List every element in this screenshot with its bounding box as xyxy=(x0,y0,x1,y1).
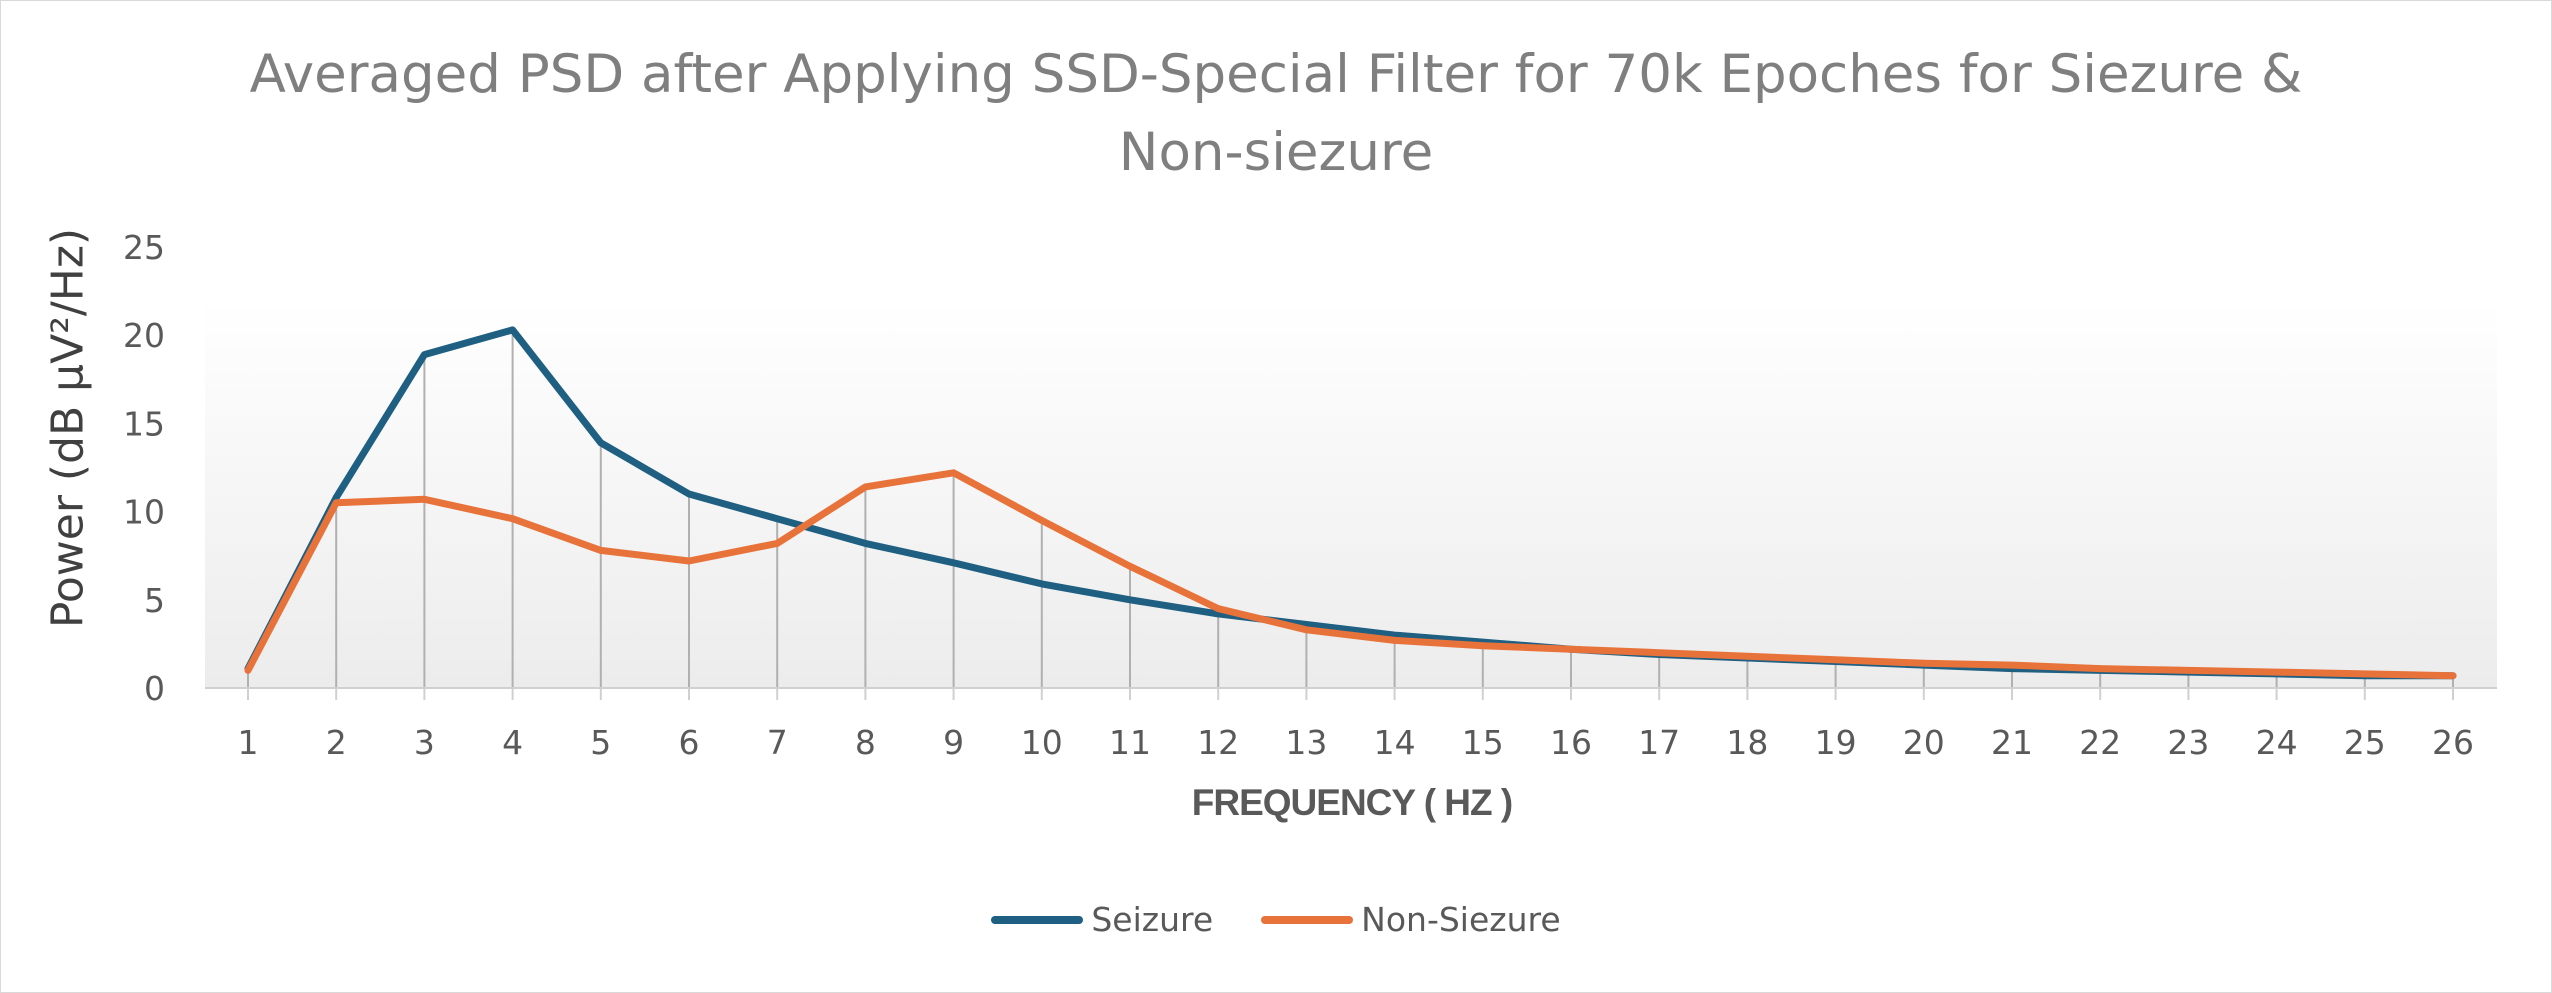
x-tick-label: 3 xyxy=(414,723,435,762)
x-axis-title: FREQUENCY ( HZ ) xyxy=(1191,782,1513,823)
x-tick-label: 11 xyxy=(1109,723,1151,762)
x-tick-label: 26 xyxy=(2432,723,2474,762)
x-tick-label: 18 xyxy=(1726,723,1768,762)
y-tick-label: 0 xyxy=(144,669,165,708)
drop-lines xyxy=(247,329,2454,688)
legend-label-seizure: Seizure xyxy=(1091,900,1214,939)
y-axis-ticks: 0 5 10 15 20 25 xyxy=(123,228,165,708)
legend-item-seizure: Seizure xyxy=(991,900,1213,939)
chart-title-line-2: Non-siezure xyxy=(1118,122,1434,183)
x-tick-label: 9 xyxy=(943,723,964,762)
y-tick-label: 20 xyxy=(123,316,165,355)
y-tick-label: 10 xyxy=(123,493,165,532)
legend-item-non-seizure: Non-Siezure xyxy=(1261,900,1561,939)
chart-title-line-1: Averaged PSD after Applying SSD-Special … xyxy=(249,44,2303,105)
x-tick-label: 7 xyxy=(767,723,788,762)
x-tick-label: 6 xyxy=(679,723,700,762)
x-tick-label: 25 xyxy=(2344,723,2386,762)
x-tick-label: 20 xyxy=(1903,723,1945,762)
x-tick-label: 4 xyxy=(502,723,523,762)
legend-label-non-seizure: Non-Siezure xyxy=(1361,900,1561,939)
x-tick-label: 19 xyxy=(1815,723,1857,762)
x-tick-label: 16 xyxy=(1550,723,1592,762)
x-tick-label: 12 xyxy=(1197,723,1239,762)
x-tick-label: 23 xyxy=(2167,723,2209,762)
x-tick-label: 15 xyxy=(1462,723,1504,762)
legend: Seizure Non-Siezure xyxy=(0,900,2552,939)
series-line-non-seizure xyxy=(244,469,2457,680)
plot-background xyxy=(205,300,2497,688)
legend-swatch-non-seizure xyxy=(1261,915,1354,924)
x-tick-label: 17 xyxy=(1638,723,1680,762)
x-tick-label: 1 xyxy=(238,723,259,762)
y-tick-label: 25 xyxy=(123,228,165,267)
x-tick-label: 22 xyxy=(2079,723,2121,762)
x-tick-label: 13 xyxy=(1285,723,1327,762)
x-axis-ticks: 1 2 3 4 5 6 7 8 9 10 11 12 13 14 15 16 17 18 19 20 21 22 23 24 2… xyxy=(238,688,2474,762)
y-tick-label: 5 xyxy=(144,581,165,620)
chart-title: Averaged PSD after Applying SSD-Special … xyxy=(0,36,2552,192)
x-tick-label: 24 xyxy=(2256,723,2298,762)
x-tick-label: 8 xyxy=(855,723,876,762)
legend-swatch-seizure xyxy=(991,915,1084,924)
x-tick-label: 5 xyxy=(590,723,611,762)
series-lines xyxy=(244,326,2457,680)
x-tick-label: 14 xyxy=(1374,723,1416,762)
x-tick-label: 10 xyxy=(1021,723,1063,762)
x-tick-label: 21 xyxy=(1991,723,2033,762)
y-tick-label: 15 xyxy=(123,404,165,443)
x-tick-label: 2 xyxy=(326,723,347,762)
